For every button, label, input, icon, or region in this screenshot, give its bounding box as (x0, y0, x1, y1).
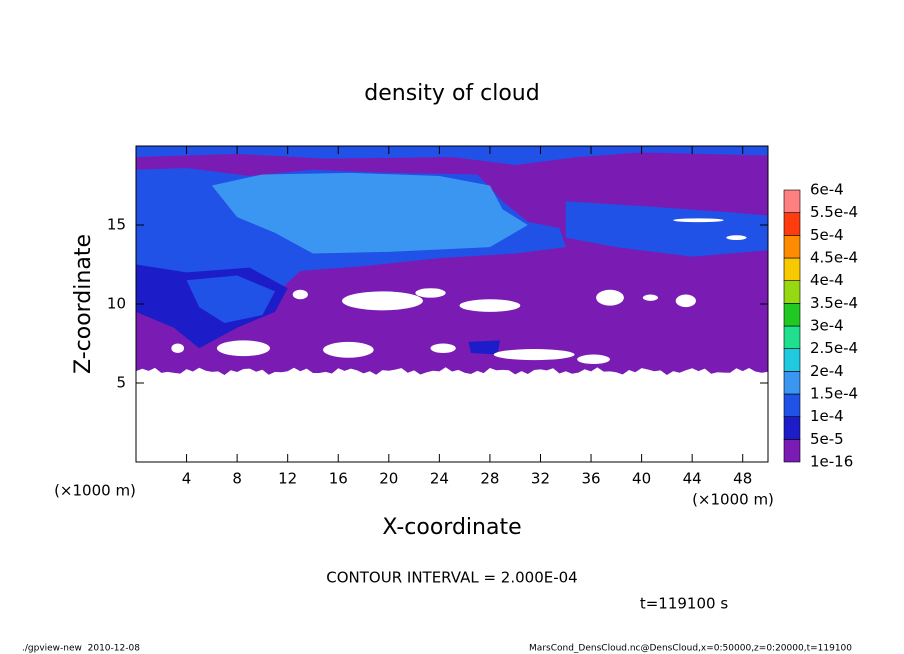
colorbar-swatch (783, 325, 801, 349)
field (136, 146, 768, 375)
y-axis-label: Z-coordinate (71, 234, 96, 374)
footer-right: MarsCond_DensCloud.nc@DensCloud,x=0:5000… (529, 644, 852, 654)
colorbar-swatch (783, 393, 801, 417)
colorbar-swatch (783, 257, 801, 281)
x-tick-label: 20 (379, 470, 398, 488)
field-region (468, 340, 501, 355)
x-tick-label: 8 (232, 470, 242, 488)
chart-title: density of cloud (364, 81, 539, 106)
colorbar-swatch (783, 348, 801, 372)
field-hole (292, 289, 308, 300)
field-hole (323, 341, 374, 358)
colorbar-label: 4.5e-4 (810, 249, 858, 267)
colorbar-label: 1e-4 (810, 407, 844, 425)
colorbar-label: 3e-4 (810, 317, 844, 335)
field-hole (216, 340, 270, 357)
x-tick-label: 32 (531, 470, 550, 488)
x-unit: (×1000 m) (54, 482, 136, 500)
x-tick-label: 4 (182, 470, 192, 488)
colorbar-swatch (783, 235, 801, 259)
colorbar-swatch (783, 439, 801, 463)
colorbar-label: 4e-4 (810, 271, 844, 289)
field-region (211, 172, 528, 254)
colorbar-swatch (783, 280, 801, 304)
field-region (565, 201, 768, 257)
x-tick-label: 12 (278, 470, 297, 488)
colorbar-label: 1e-16 (810, 453, 853, 471)
y-tick-label: 15 (107, 216, 126, 234)
field-hole (459, 299, 521, 312)
field-hole (596, 289, 624, 306)
colorbar-label: 2e-4 (810, 362, 844, 380)
colorbar-label: 5e-4 (810, 226, 844, 244)
contour-interval: CONTOUR INTERVAL = 2.000E-04 (326, 569, 577, 587)
colorbar-swatch (783, 212, 801, 236)
colorbar-swatch (783, 371, 801, 395)
colorbar-label: 5e-5 (810, 430, 844, 448)
field-hole (642, 294, 659, 301)
time-label: t=119100 s (640, 595, 728, 613)
field-hole (430, 343, 456, 353)
x-axis-label: X-coordinate (382, 515, 521, 540)
colorbar-label: 1.5e-4 (810, 385, 858, 403)
field-hole (675, 294, 696, 308)
colorbar-swatch (783, 416, 801, 440)
x-tick-label: 24 (430, 470, 449, 488)
x-tick-label: 44 (683, 470, 702, 488)
colorbar-label: 6e-4 (810, 181, 844, 199)
y-unit: (×1000 m) (692, 491, 774, 509)
x-tick-label: 16 (329, 470, 348, 488)
y-tick-label: 10 (107, 295, 126, 313)
field-hole (673, 218, 724, 223)
colorbar-swatch (783, 189, 801, 213)
colorbar-swatch (783, 303, 801, 327)
footer-left: ./gpview-new 2010-12-08 (22, 644, 140, 654)
field-hole (342, 291, 423, 311)
x-tick-label: 40 (632, 470, 651, 488)
field-hole (493, 349, 575, 361)
field-hole (726, 235, 747, 241)
colorbar-label: 2.5e-4 (810, 339, 858, 357)
x-tick-label: 48 (733, 470, 752, 488)
x-tick-label: 28 (480, 470, 499, 488)
field-hole (171, 343, 185, 353)
x-tick-label: 36 (581, 470, 600, 488)
colorbar-label: 5.5e-4 (810, 203, 858, 221)
colorbar-label: 3.5e-4 (810, 294, 858, 312)
field-region (136, 146, 768, 165)
field-region (186, 275, 276, 323)
field-hole (415, 288, 446, 298)
y-tick-label: 5 (116, 374, 126, 392)
field-hole (577, 354, 610, 365)
